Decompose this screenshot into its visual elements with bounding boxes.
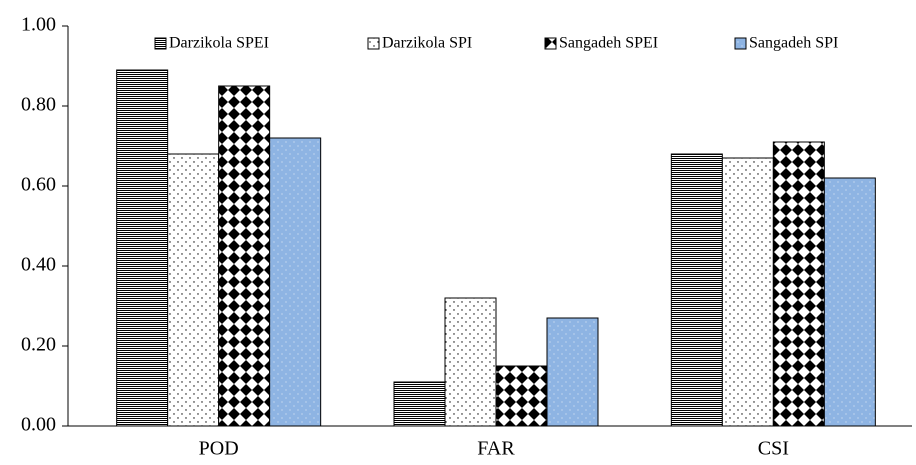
legend-label: Darzikola SPI <box>382 35 472 52</box>
y-tick-label: 0.60 <box>21 174 56 196</box>
y-tick-label: 1.00 <box>21 14 56 36</box>
legend-swatch <box>367 37 380 50</box>
y-tick-label: 0.00 <box>21 414 56 436</box>
legend-swatch <box>544 37 557 50</box>
legend-swatch <box>734 37 747 50</box>
bar <box>167 153 220 427</box>
bar <box>116 69 169 427</box>
legend-label: Sangadeh SPEI <box>559 35 658 52</box>
legend-label: Darzikola SPEI <box>169 35 269 52</box>
bar <box>772 141 825 427</box>
bar <box>218 85 271 427</box>
bar <box>444 297 497 427</box>
x-tick-label: FAR <box>477 438 515 460</box>
bar <box>495 365 548 427</box>
bar <box>721 157 774 427</box>
bar <box>546 317 599 427</box>
x-tick-label: CSI <box>758 438 789 460</box>
y-tick-label: 0.20 <box>21 334 56 356</box>
bar <box>269 137 322 427</box>
legend-label: Sangadeh SPI <box>749 35 838 52</box>
x-tick-label: POD <box>199 438 239 460</box>
bar <box>393 381 446 427</box>
y-tick-label: 0.40 <box>21 254 56 276</box>
legend-swatch <box>154 37 167 50</box>
bar <box>823 177 876 427</box>
y-tick-label: 0.80 <box>21 94 56 116</box>
bar <box>670 153 723 427</box>
